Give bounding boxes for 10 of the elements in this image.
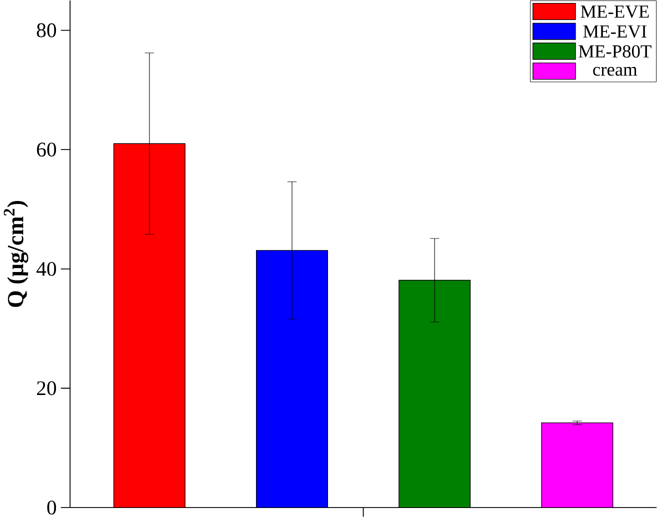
y-tick-label: 40 — [36, 262, 56, 276]
y-axis-title: Q (µg/cm$^{2}$) — [4, 201, 28, 308]
y-tick-label: 0 — [47, 500, 56, 515]
y-tick-label: 80 — [36, 23, 56, 38]
legend-label: ME-EVI — [583, 26, 646, 38]
legend-label: ME-EVE — [580, 6, 649, 18]
y-tick-label: 60 — [37, 142, 56, 157]
y-tick-label: 20 — [37, 381, 56, 396]
legend-label: cream — [593, 67, 638, 76]
legend-label: ME-P80T — [578, 45, 652, 58]
